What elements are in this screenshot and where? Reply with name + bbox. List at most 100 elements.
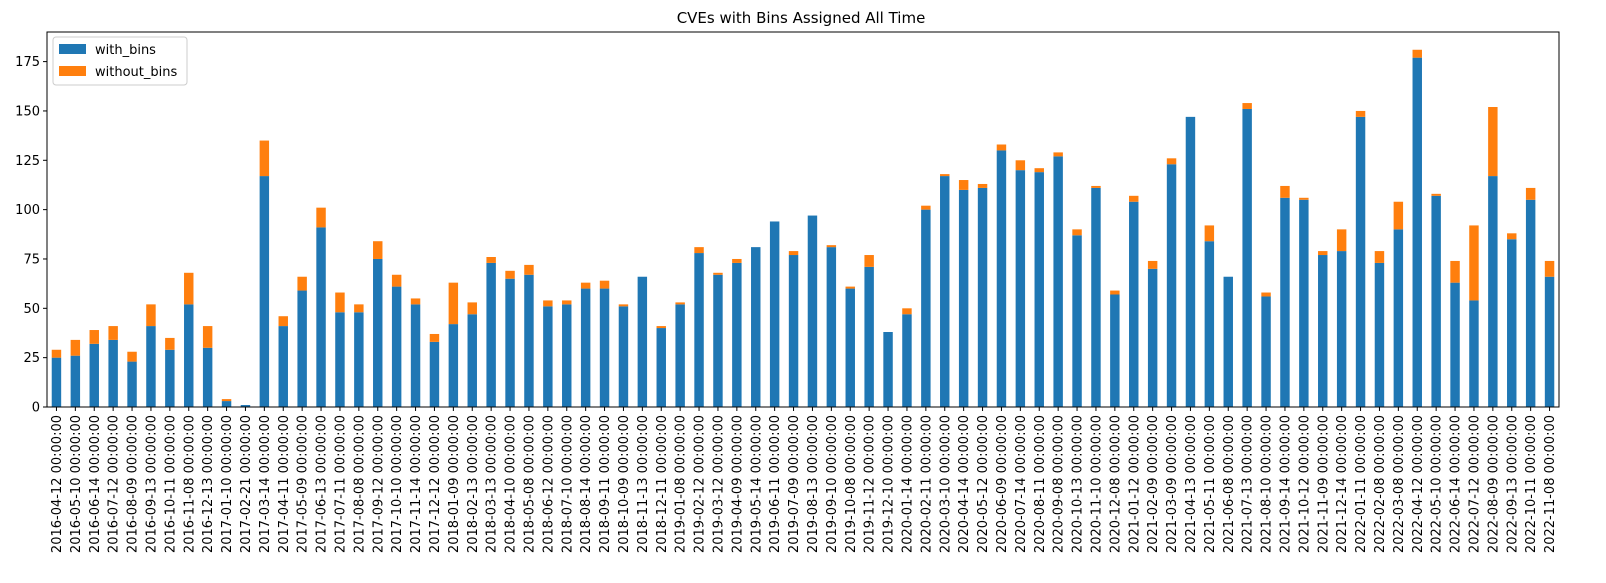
bar-without-bins	[1318, 251, 1328, 256]
x-tick-label: 2016-05-10 00:00:00	[69, 415, 84, 553]
bar-with-bins	[410, 304, 421, 407]
y-axis: 0 25 50 75 100 125 150 175	[15, 55, 47, 416]
bar-with-bins	[505, 278, 515, 407]
legend-swatch-without-bins	[59, 66, 86, 76]
bar-with-bins	[1280, 197, 1290, 407]
bar-without-bins	[1393, 201, 1404, 230]
bar-with-bins	[240, 405, 251, 407]
x-tick-label: 2021-08-10 00:00:00	[1260, 415, 1275, 553]
bar-without-bins	[562, 300, 572, 305]
x-tick-label: 2019-04-09 00:00:00	[730, 415, 745, 553]
x-tick-label: 2018-01-09 00:00:00	[447, 415, 462, 553]
bar-with-bins	[1299, 199, 1309, 407]
x-tick-label: 2017-05-09 00:00:00	[296, 415, 311, 553]
x-tick-label: 2022-07-12 00:00:00	[1467, 415, 1482, 553]
x-tick-label: 2018-05-08 00:00:00	[522, 415, 537, 553]
bar-with-bins	[902, 314, 912, 407]
x-tick-label: 2016-06-14 00:00:00	[88, 415, 103, 553]
bar-with-bins	[788, 255, 799, 407]
bar-with-bins	[165, 349, 175, 407]
bar-with-bins	[373, 258, 383, 407]
bar-with-bins	[335, 312, 345, 407]
bar-with-bins	[675, 304, 685, 407]
bar-with-bins	[278, 326, 288, 407]
bar-with-bins	[543, 306, 553, 407]
bar-without-bins	[580, 282, 591, 289]
bar-with-bins	[807, 215, 818, 407]
bar-with-bins	[996, 150, 1007, 407]
x-tick-label: 2021-01-12 00:00:00	[1127, 415, 1142, 553]
bar-with-bins	[1204, 241, 1215, 407]
x-tick-label: 2018-04-10 00:00:00	[504, 415, 519, 553]
x-tick-label: 2019-09-10 00:00:00	[825, 415, 840, 553]
bar-with-bins	[1242, 108, 1252, 407]
x-tick-label: 2017-07-11 00:00:00	[333, 415, 348, 553]
x-tick-label: 2017-10-10 00:00:00	[390, 415, 405, 553]
bar-with-bins	[1469, 300, 1479, 407]
bar-with-bins	[883, 332, 893, 407]
y-tick-label: 25	[23, 351, 40, 366]
bar-without-bins	[1488, 107, 1498, 177]
x-tick-label: 2022-06-14 00:00:00	[1449, 415, 1464, 553]
bar-without-bins	[940, 174, 950, 177]
x-tick-label: 2019-07-09 00:00:00	[787, 415, 802, 553]
bar-with-bins	[845, 288, 855, 407]
x-tick-label: 2020-03-10 00:00:00	[938, 415, 953, 553]
x-tick-label: 2021-09-14 00:00:00	[1278, 415, 1293, 553]
x-tick-label: 2019-02-12 00:00:00	[693, 415, 708, 553]
plot-frame	[46, 31, 1560, 408]
bar-with-bins	[1525, 199, 1536, 407]
bar-with-bins	[70, 355, 81, 407]
bar-without-bins	[486, 257, 496, 263]
bar-with-bins	[694, 253, 704, 407]
x-tick-label: 2019-05-14 00:00:00	[749, 415, 764, 553]
y-tick-label: 175	[15, 55, 40, 70]
bar-with-bins	[448, 324, 459, 407]
bar-with-bins	[1544, 276, 1555, 407]
bar-without-bins	[845, 286, 855, 289]
bar-without-bins	[958, 180, 969, 190]
bar-with-bins	[1318, 255, 1328, 407]
y-tick-label: 75	[23, 252, 40, 267]
bar-without-bins	[108, 326, 118, 340]
bar-with-bins	[1336, 251, 1347, 407]
x-tick-label: 2017-09-12 00:00:00	[371, 415, 386, 553]
bar-without-bins	[467, 302, 477, 315]
x-tick-label: 2018-09-11 00:00:00	[598, 415, 613, 553]
x-tick-label: 2021-11-09 00:00:00	[1316, 415, 1331, 553]
bar-without-bins	[524, 264, 534, 275]
x-tick-label: 2020-12-08 00:00:00	[1108, 415, 1123, 553]
bar-with-bins	[618, 306, 629, 407]
x-tick-label: 2022-10-11 00:00:00	[1524, 415, 1539, 553]
x-tick-label: 2018-12-11 00:00:00	[655, 415, 670, 553]
bar-with-bins	[826, 247, 837, 407]
x-tick-label: 2019-10-08 00:00:00	[844, 415, 859, 553]
x-tick-label: 2019-11-12 00:00:00	[863, 415, 878, 553]
x-tick-label: 2021-04-13 00:00:00	[1184, 415, 1199, 553]
x-tick-label: 2021-10-12 00:00:00	[1297, 415, 1312, 553]
x-tick-label: 2020-07-14 00:00:00	[1014, 415, 1029, 553]
bar-without-bins	[1034, 168, 1044, 173]
x-tick-label: 2019-06-11 00:00:00	[768, 415, 783, 553]
bar-without-bins	[618, 304, 629, 307]
bar-without-bins	[1450, 260, 1460, 283]
bar-with-bins	[1223, 276, 1233, 407]
bar-without-bins	[1336, 229, 1347, 252]
bar-without-bins	[184, 272, 194, 305]
x-tick-label: 2016-09-13 00:00:00	[144, 415, 159, 553]
bar-without-bins	[221, 399, 232, 402]
x-tick-label: 2022-09-13 00:00:00	[1505, 415, 1520, 553]
x-tick-label: 2020-01-14 00:00:00	[900, 415, 915, 553]
bar-without-bins	[1280, 185, 1290, 198]
bar-with-bins	[1185, 116, 1196, 408]
x-tick-label: 2017-01-10 00:00:00	[220, 415, 235, 553]
bar-without-bins	[1204, 225, 1215, 242]
bar-with-bins	[89, 343, 99, 407]
bar-with-bins	[562, 304, 572, 407]
bar-with-bins	[1488, 176, 1498, 407]
bar-with-bins	[1091, 187, 1101, 407]
x-tick-label: 2020-11-10 00:00:00	[1089, 415, 1104, 553]
bar-with-bins	[637, 276, 648, 407]
bar-with-bins	[1053, 156, 1063, 407]
bar-with-bins	[1110, 294, 1120, 407]
